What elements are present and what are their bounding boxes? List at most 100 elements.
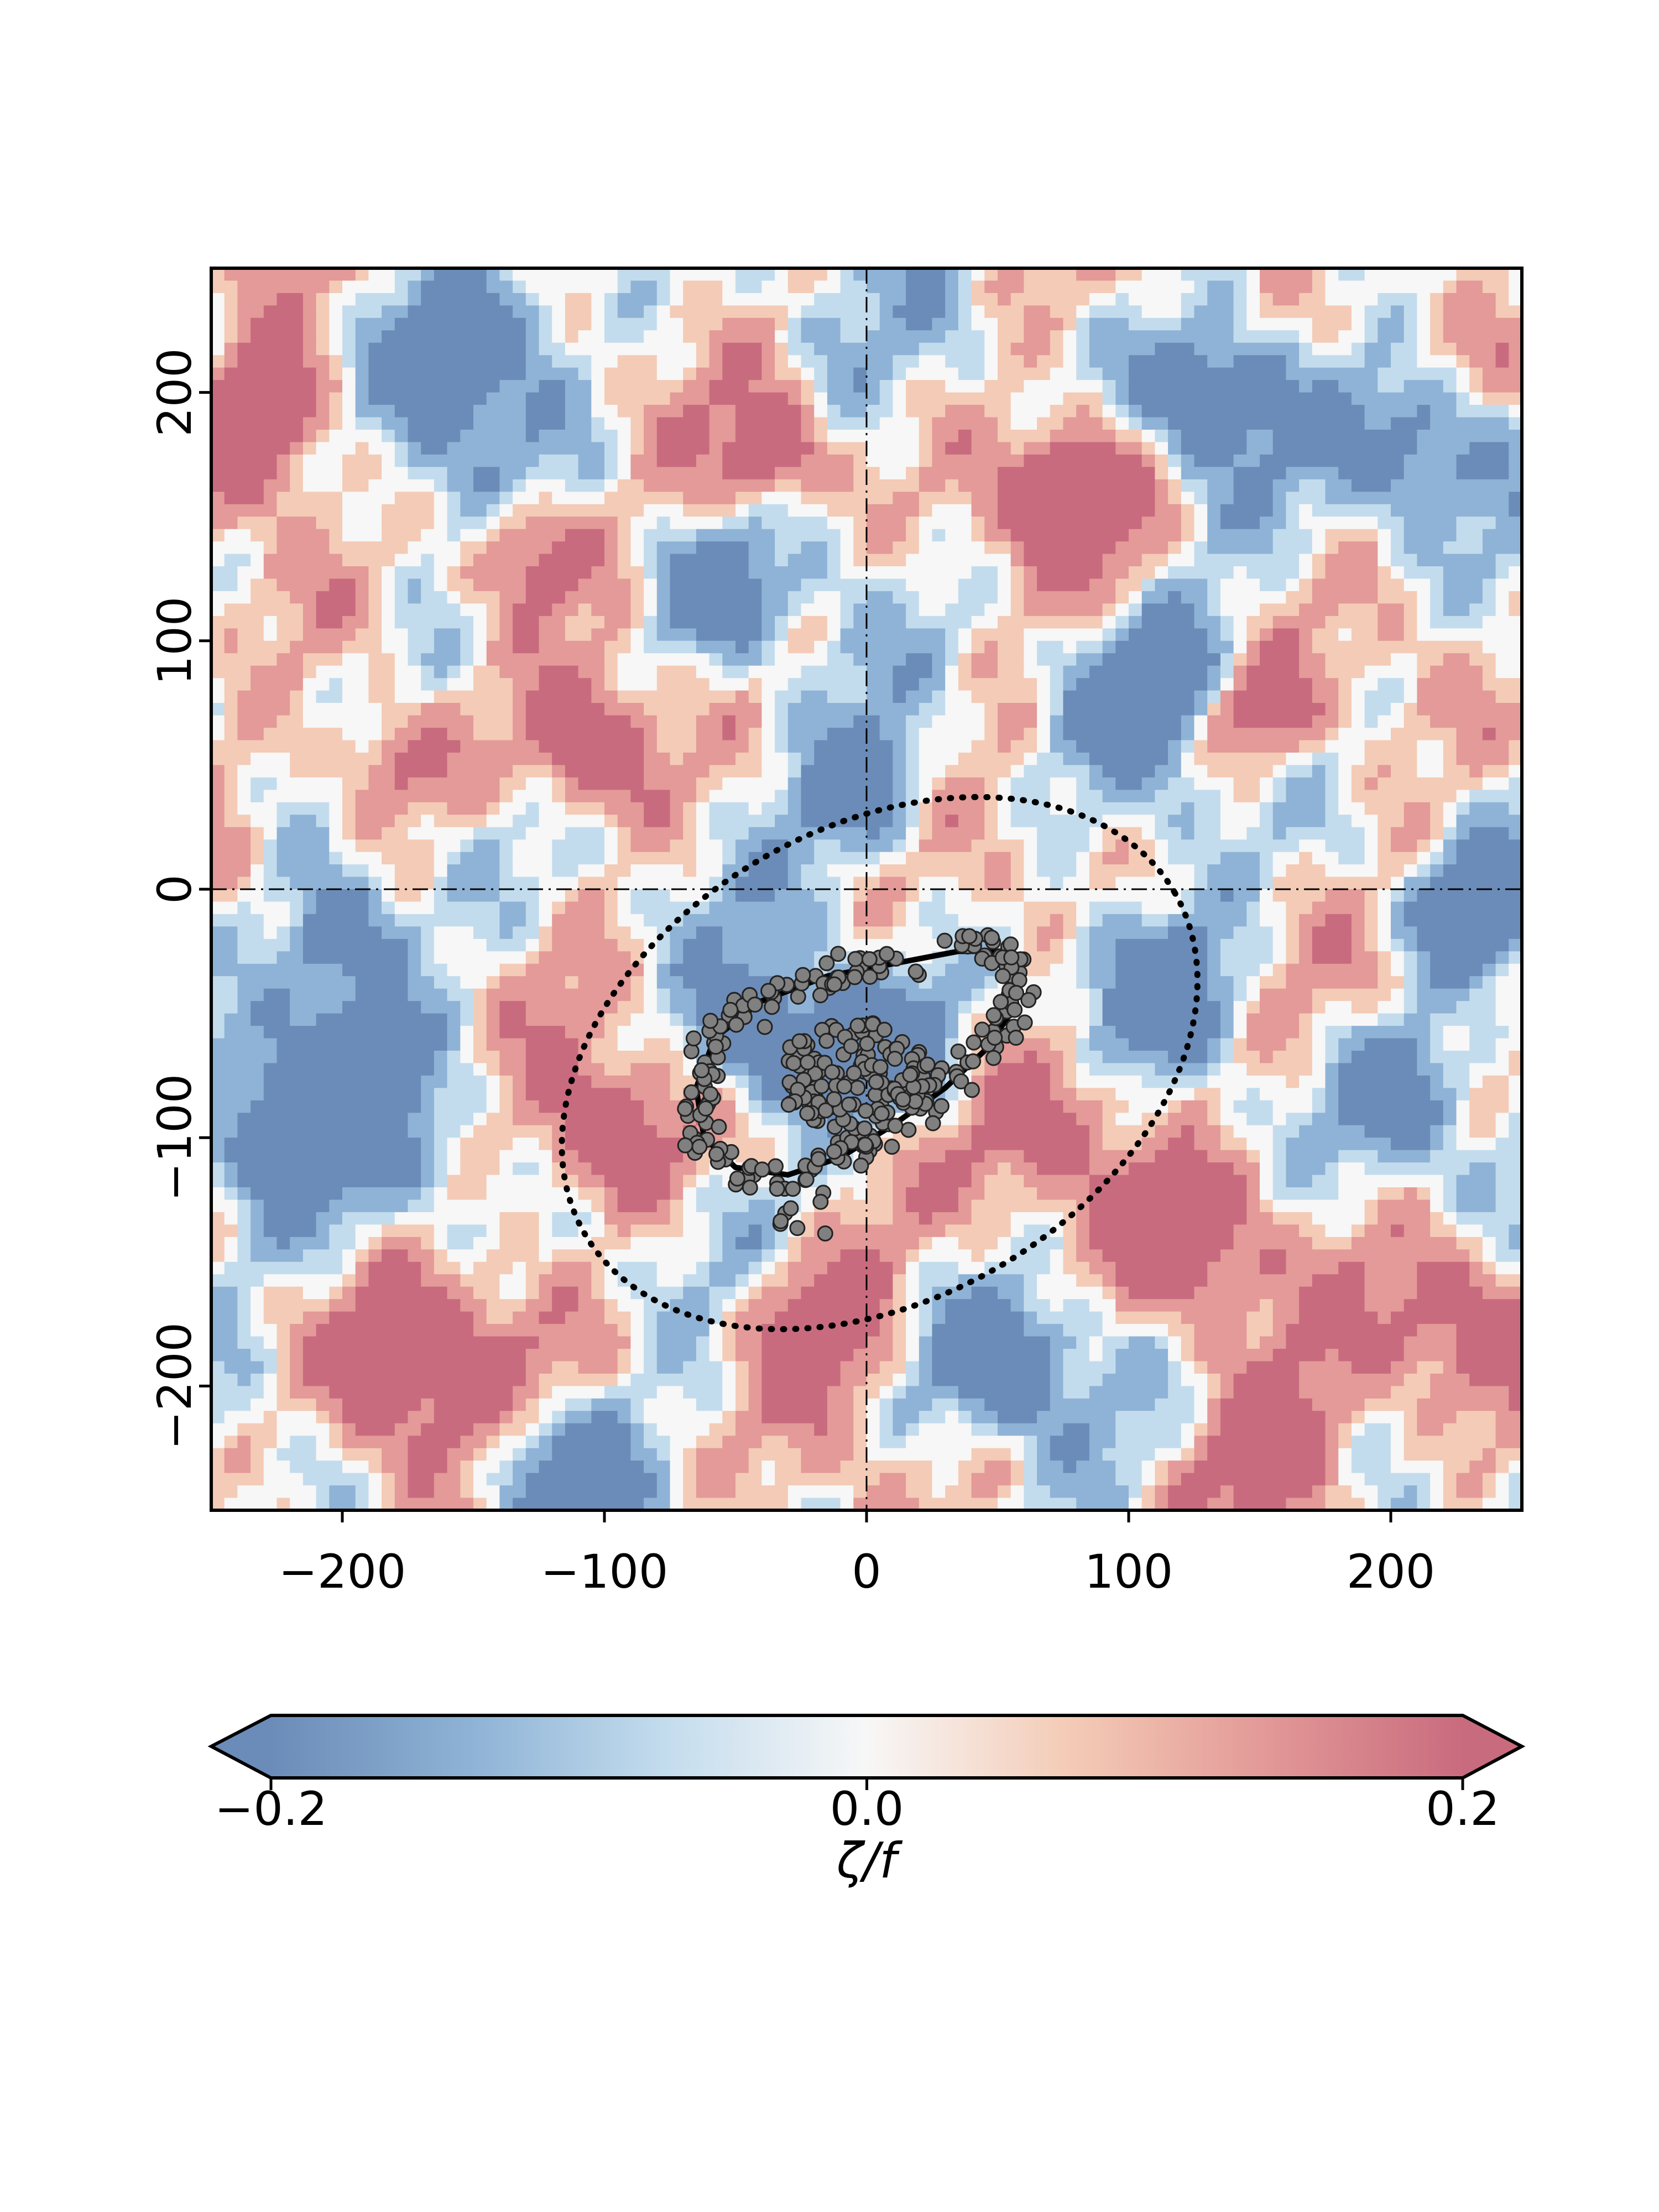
field-cell <box>1272 492 1287 505</box>
field-cell <box>1338 1063 1418 1076</box>
field-cell <box>1456 1212 1522 1225</box>
field-cell <box>211 554 225 567</box>
field-cell <box>696 1175 710 1188</box>
field-cell <box>382 1448 409 1461</box>
field-cell <box>1404 628 1418 641</box>
field-cell <box>722 665 749 679</box>
field-cell <box>801 1212 815 1225</box>
field-cell <box>670 1063 684 1076</box>
field-cell <box>683 914 828 927</box>
field-cell <box>656 988 671 1001</box>
field-cell <box>735 417 802 430</box>
field-cell <box>696 1349 710 1362</box>
field-cell <box>748 517 763 530</box>
field-cell <box>329 541 409 555</box>
field-cell <box>1207 1448 1326 1461</box>
field-cell <box>827 504 867 517</box>
field-cell <box>434 852 448 865</box>
y-tick-label: −200 <box>148 1322 202 1450</box>
field-cell <box>1194 1386 1208 1399</box>
field-cell <box>1312 901 1365 915</box>
particle-point <box>697 1100 714 1117</box>
field-cell <box>302 442 317 455</box>
field-cell <box>853 914 894 927</box>
field-cell <box>1089 1001 1103 1014</box>
field-cell <box>735 1286 749 1300</box>
field-cell <box>316 367 330 380</box>
field-cell <box>1509 1485 1522 1499</box>
field-cell <box>355 839 435 853</box>
field-cell <box>1102 554 1142 567</box>
field-cell <box>827 268 841 281</box>
field-cell <box>394 442 409 455</box>
field-cell <box>1417 1423 1444 1437</box>
field-cell <box>1312 380 1339 393</box>
field-cell <box>1194 1336 1248 1349</box>
field-cell <box>276 777 343 791</box>
field-cell <box>814 1001 946 1014</box>
field-cell <box>1312 342 1352 356</box>
field-cell <box>1443 380 1457 393</box>
field-cell <box>787 628 828 641</box>
field-cell <box>316 517 343 530</box>
field-cell <box>1233 665 1248 679</box>
field-cell <box>421 703 461 716</box>
field-cell <box>604 1386 658 1399</box>
field-cell <box>1037 703 1051 716</box>
field-cell <box>211 442 290 455</box>
field-cell <box>302 615 317 629</box>
field-cell <box>604 492 684 505</box>
field-cell <box>499 492 513 505</box>
field-cell <box>552 1448 632 1461</box>
field-cell <box>1299 665 1326 679</box>
field-cell <box>984 715 998 728</box>
particle-point <box>868 1073 884 1090</box>
field-cell <box>709 1286 736 1300</box>
particle-point <box>873 1105 890 1122</box>
field-cell <box>827 367 854 380</box>
field-cell <box>1417 1324 1457 1337</box>
field-cell <box>276 628 304 641</box>
field-cell <box>656 1361 684 1374</box>
field-cell <box>906 1199 959 1213</box>
field-cell <box>1246 1001 1260 1014</box>
field-cell <box>696 1336 710 1349</box>
field-cell <box>224 603 304 617</box>
field-cell <box>224 1026 264 1039</box>
field-cell <box>1272 877 1391 890</box>
field-cell <box>251 852 264 865</box>
field-cell <box>1430 1187 1444 1201</box>
field-cell <box>486 1001 500 1014</box>
field-cell <box>656 728 697 741</box>
field-cell <box>1364 1498 1379 1510</box>
field-cell <box>1207 715 1234 728</box>
field-cell <box>787 728 828 741</box>
field-cell <box>408 467 448 480</box>
field-cell <box>1482 380 1522 393</box>
field-cell <box>1246 1175 1260 1188</box>
field-cell <box>342 963 409 977</box>
field-cell <box>1338 1473 1365 1486</box>
field-cell <box>827 640 841 654</box>
field-cell <box>1404 802 1431 816</box>
field-cell <box>447 1038 461 1051</box>
field-cell <box>539 926 552 940</box>
field-cell <box>447 665 461 679</box>
field-cell <box>1509 467 1522 480</box>
field-cell <box>932 1299 946 1312</box>
field-cell <box>499 1001 526 1014</box>
field-cell <box>565 342 697 356</box>
particle-point <box>677 1137 693 1154</box>
field-cell <box>1024 852 1037 865</box>
field-cell <box>394 752 448 766</box>
field-cell <box>683 1286 710 1300</box>
field-cell <box>840 926 854 940</box>
field-cell <box>329 280 343 294</box>
field-cell <box>919 914 959 927</box>
field-cell <box>578 877 618 890</box>
field-cell <box>1417 1187 1431 1201</box>
field-cell <box>211 529 225 542</box>
field-cell <box>421 951 435 964</box>
field-cell <box>329 293 356 306</box>
